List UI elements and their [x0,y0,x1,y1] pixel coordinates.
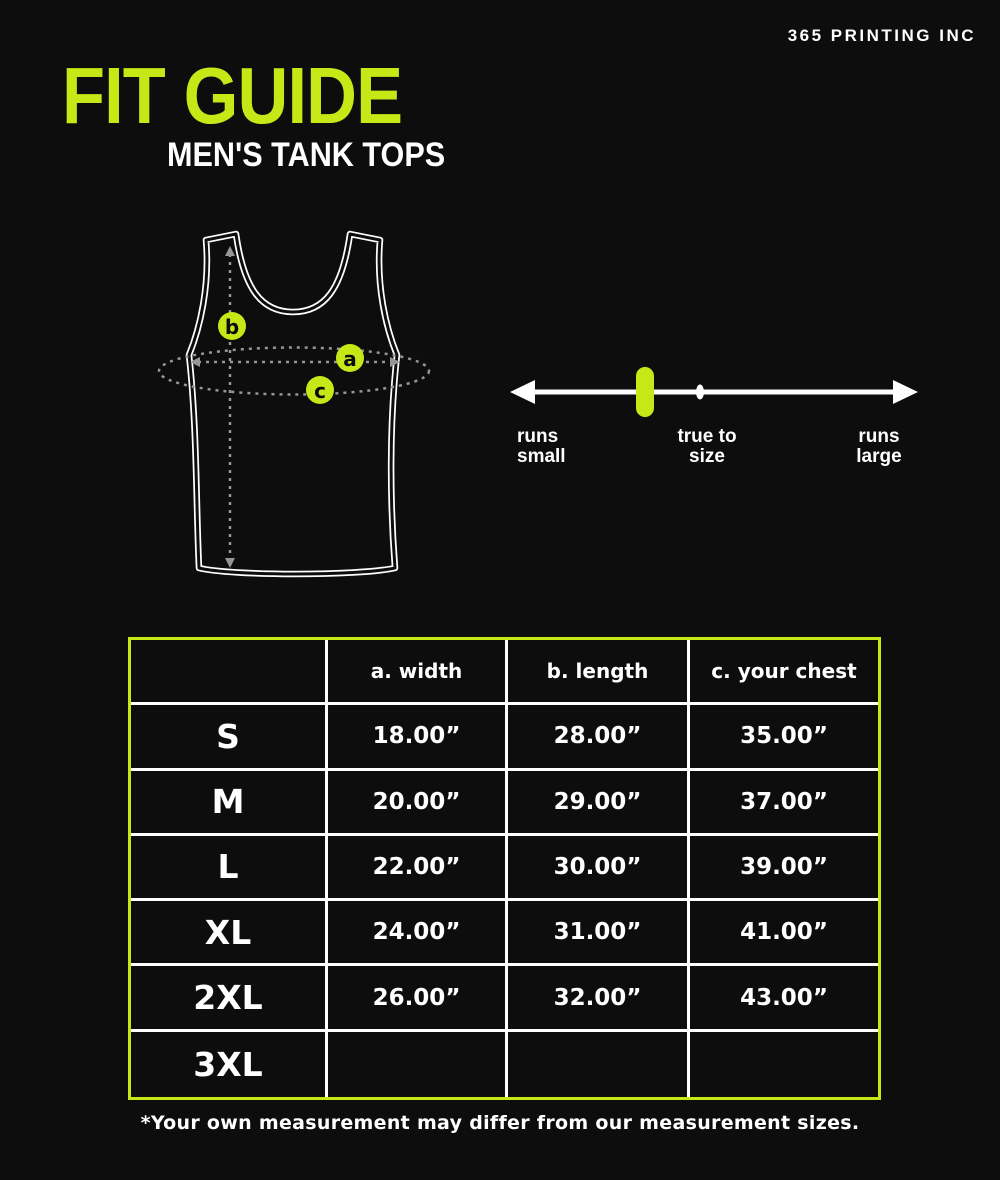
size-cell: XL [131,901,328,964]
header-cell-width: a. width [328,640,508,703]
width-cell: 24.00” [328,901,508,964]
true-to-size-line1: true to [677,426,737,447]
true-to-size-tick [696,384,704,400]
table-row: S 18.00” 28.00” 35.00” [131,705,878,771]
width-arrow-right-icon [390,357,400,367]
true-to-size-line2: size [689,446,725,467]
width-cell: 22.00” [328,835,508,899]
table-row: XL 24.00” 31.00” 41.00” [131,901,878,967]
chest-cell: 43.00” [740,984,828,1011]
fit-scale [510,367,918,417]
runs-small-line2: small [517,446,566,467]
width-cell: 18.00” [328,705,508,768]
length-arrow-top-icon [225,246,235,256]
size-cell: 2XL [131,966,328,1029]
fit-scale-indicator [636,367,654,417]
width-cell: 20.00” [328,770,508,833]
scale-label-runs-large: runs large [839,427,919,467]
length-cell: 32.00” [508,966,690,1029]
width-cell [328,1031,508,1097]
footnote-text: *Your own measurement may differ from ou… [140,1112,860,1134]
width-cell: 26.00” [328,966,508,1029]
chest-ellipse [157,346,431,396]
length-arrow-bottom-icon [225,558,235,568]
page-title: FIT GUIDE [62,51,403,140]
size-cell: S [131,705,328,768]
chest-cell [690,1032,878,1097]
header-cell-chest: c. your chest [711,659,857,684]
length-cell: 29.00” [508,770,690,833]
tank-outline [185,230,401,578]
brand-text: 365 PRINTING INC [787,26,976,45]
measurement-marker-b: b [218,312,246,340]
size-table: a. width b. length c. your chest S 18.00… [128,637,881,1100]
scale-arrow-left-icon [510,380,535,404]
scale-label-true-to-size: true to size [647,427,767,467]
marker-a-label: a [343,347,357,371]
table-row: 2XL 26.00” 32.00” 43.00” [131,966,878,1032]
table-header-row: a. width b. length c. your chest [131,640,878,706]
length-cell: 31.00” [508,901,690,964]
header-cell-length: b. length [508,640,690,703]
chest-cell: 41.00” [740,919,828,946]
scale-label-runs-small: runs small [517,427,566,467]
size-cell: L [131,835,328,899]
scale-arrow-right-icon [893,380,918,404]
table-row: M 20.00” 29.00” 37.00” [131,770,878,836]
runs-small-line1: runs [517,426,559,447]
length-cell: 28.00” [508,705,690,768]
tank-outline-inner-gap [187,232,399,576]
marker-c-label: c [314,379,326,403]
runs-large-line2: large [856,446,902,467]
size-cell: 3XL [131,1031,328,1097]
table-row: 3XL [131,1031,878,1097]
header-cell-blank [131,640,328,703]
page-subtitle: MEN'S TANK TOPS [167,136,446,174]
chest-cell: 37.00” [740,788,828,815]
measurement-marker-c: c [306,376,334,404]
chest-cell: 35.00” [740,723,828,750]
length-cell [508,1031,690,1097]
table-row: L 22.00” 30.00” 39.00” [131,835,878,902]
chest-cell: 39.00” [740,853,828,880]
measurement-marker-a: a [336,344,364,372]
runs-large-line1: runs [858,426,900,447]
length-cell: 30.00” [508,835,690,899]
marker-b-label: b [225,315,239,339]
width-arrow-left-icon [190,357,200,367]
tank-top-diagram: b a c [157,230,431,578]
size-cell: M [131,770,328,833]
